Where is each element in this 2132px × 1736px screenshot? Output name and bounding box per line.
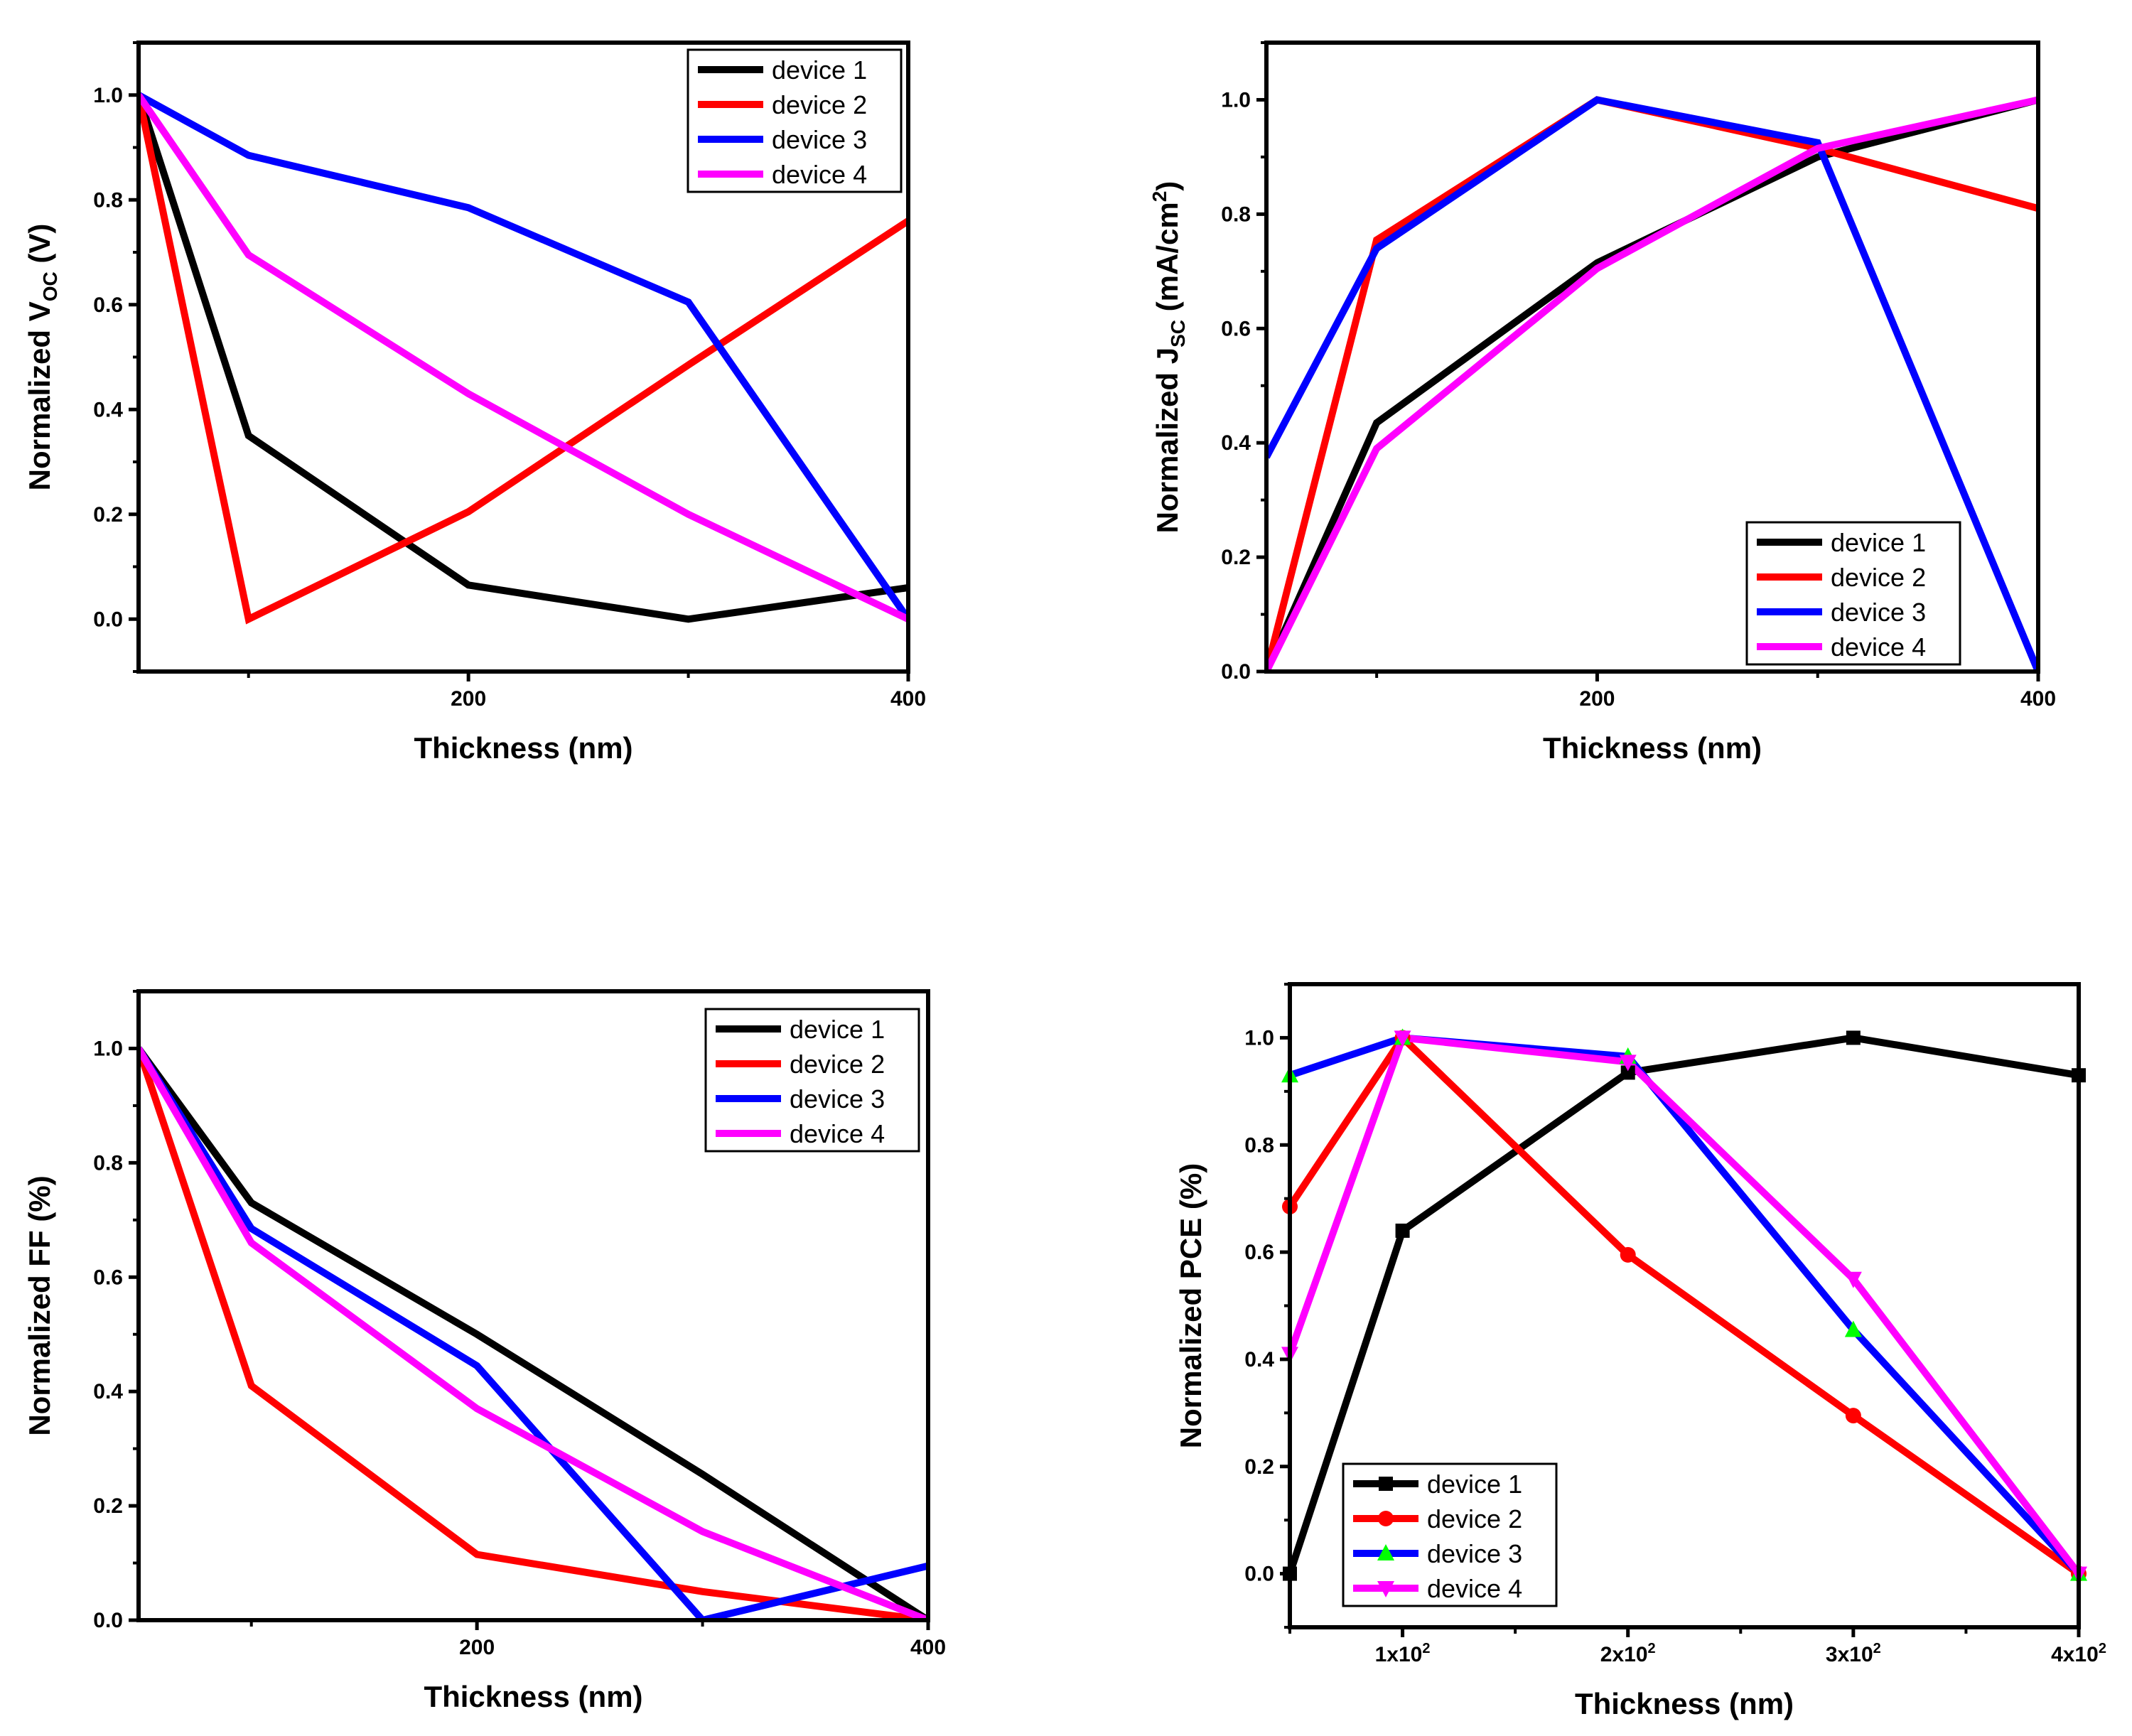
voc-y-tick-label: 0.0 <box>93 608 123 631</box>
pce-legend-label-device-1: device 1 <box>1427 1470 1522 1499</box>
voc-legend-label-device-4: device 4 <box>772 160 867 189</box>
pce-x-tick-label: 1x102 <box>1375 1641 1431 1666</box>
jsc-x-tick-label: 200 <box>1579 687 1615 711</box>
ff-legend-label-device-4: device 4 <box>790 1119 885 1148</box>
voc-legend-label-device-2: device 2 <box>772 90 867 119</box>
voc-y-tick-label: 0.2 <box>93 503 123 527</box>
jsc-y-tick-label: 0.4 <box>1221 431 1251 455</box>
jsc-legend-label-device-4: device 4 <box>1831 632 1926 662</box>
ff-y-tick-label: 0.8 <box>93 1151 123 1175</box>
pce-panel: 0.0 0.2 0.4 0.6 0.8 1.0 1x102 2x102 3x102 4x102 Th… <box>1174 982 2106 1720</box>
ff-y-axis-title: Normalized FF (%) <box>23 1175 56 1435</box>
jsc-y-tick-label: 0.8 <box>1221 203 1251 226</box>
pce-point-device-4-3 <box>1844 1271 1862 1288</box>
pce-x-tick-label: 4x102 <box>2051 1641 2106 1666</box>
pce-legend-marker-device-1 <box>1379 1477 1393 1491</box>
jsc-plot-frame <box>1264 41 2040 674</box>
pce-legend-label-device-4: device 4 <box>1427 1574 1522 1603</box>
voc-y-tick-label: 1.0 <box>93 84 123 107</box>
ff-legend: device 1 device 2 device 3 device 4 <box>704 1008 920 1153</box>
jsc-legend-label-device-1: device 1 <box>1831 528 1926 557</box>
pce-y-tick-label: 0.6 <box>1244 1241 1274 1264</box>
jsc-legend-label-device-3: device 3 <box>1831 598 1926 627</box>
ff-x-axis-title: Thickness (nm) <box>424 1680 642 1713</box>
jsc-legend-box <box>1745 521 1961 666</box>
voc-y-tick-label: 0.4 <box>93 398 123 421</box>
ff-x-tick-label: 200 <box>459 1636 495 1659</box>
voc-legend-box <box>687 48 903 193</box>
ff-y-tick-label: 0.2 <box>93 1494 123 1518</box>
pce-y-tick-label: 0.2 <box>1244 1455 1274 1479</box>
pce-y-tick-label: 0.8 <box>1244 1133 1274 1157</box>
jsc-y-tick-label: 1.0 <box>1221 88 1251 112</box>
pce-legend: device 1 device 2 device 3 device 4 <box>1342 1462 1558 1607</box>
voc-legend-label-device-1: device 1 <box>772 55 867 85</box>
ff-series-line-device-1 <box>139 1046 928 1620</box>
jsc-series-group <box>1266 96 2038 672</box>
pce-y-tick-label: 0.0 <box>1244 1563 1274 1586</box>
jsc-x-axis-title: Thickness (nm) <box>1543 731 1762 765</box>
jsc-y-tick-label: 0.0 <box>1221 660 1251 684</box>
pce-x-axis-title: Thickness (nm) <box>1575 1687 1794 1720</box>
ff-panel: 0.0 0.2 0.4 0.6 0.8 1.0 200 400 Thickness (nm) No… <box>23 989 946 1713</box>
voc-series-line-device-2 <box>139 94 908 625</box>
voc-series-group <box>139 92 908 625</box>
pce-point-device-3-3 <box>1844 1320 1862 1337</box>
jsc-y-tick-label: 0.2 <box>1221 546 1251 569</box>
voc-series-line-device-1 <box>139 94 908 623</box>
jsc-y-axis-title: Normalized JSC (mA/cm2) <box>1148 181 1189 534</box>
voc-legend: device 1 device 2 device 3 device 4 <box>687 48 903 193</box>
ff-x-tick-label: 400 <box>910 1636 946 1659</box>
ff-series-line-device-4 <box>139 1046 928 1620</box>
pce-legend-label-device-3: device 3 <box>1427 1539 1522 1568</box>
pce-y-tick-label: 0.4 <box>1244 1348 1274 1371</box>
jsc-series-line-device-3 <box>1266 96 2038 672</box>
voc-legend-label-device-3: device 3 <box>772 125 867 154</box>
pce-y-tick-label: 1.0 <box>1244 1026 1274 1050</box>
voc-y-axis-title: Normalized VOC (V) <box>23 224 61 491</box>
pce-legend-marker-device-4 <box>1377 1581 1394 1597</box>
jsc-legend-label-device-2: device 2 <box>1831 563 1926 592</box>
pce-point-device-4-1 <box>1394 1030 1411 1047</box>
pce-point-device-1-1 <box>1395 1223 1410 1238</box>
voc-x-tick-label: 200 <box>451 687 486 711</box>
pce-point-device-1-3 <box>1846 1030 1861 1045</box>
pce-x-tick-label: 2x102 <box>1600 1641 1656 1666</box>
ff-y-tick-label: 0.0 <box>93 1609 123 1632</box>
pce-legend-marker-device-3 <box>1377 1544 1394 1560</box>
pce-point-device-2-3 <box>1845 1408 1861 1424</box>
jsc-series-line-device-4 <box>1266 96 2038 672</box>
voc-panel: 0.0 0.2 0.4 0.6 0.8 1.0 200 400 Thickness (nm) No… <box>23 41 926 765</box>
jsc-panel: 0.0 0.2 0.4 0.6 0.8 1.0 200 400 Thickness (nm) No… <box>1148 41 2056 765</box>
ff-y-tick-label: 0.4 <box>93 1380 123 1403</box>
voc-x-tick-label: 400 <box>890 687 926 711</box>
jsc-legend: device 1 device 2 device 3 device 4 <box>1745 521 1961 666</box>
ff-series-line-device-3 <box>139 1046 928 1620</box>
ff-legend-label-device-2: device 2 <box>790 1050 885 1079</box>
jsc-series-line-device-1 <box>1266 96 2038 672</box>
ff-legend-box <box>704 1008 920 1153</box>
pce-legend-label-device-2: device 2 <box>1427 1504 1522 1533</box>
ff-legend-label-device-3: device 3 <box>790 1084 885 1114</box>
pce-y-axis-title: Normalized PCE (%) <box>1174 1163 1207 1448</box>
voc-x-axis-title: Thickness (nm) <box>414 731 632 765</box>
pce-point-device-4-2 <box>1619 1055 1637 1072</box>
ff-y-tick-label: 1.0 <box>93 1037 123 1060</box>
ff-y-tick-label: 0.6 <box>93 1266 123 1289</box>
ff-legend-label-device-1: device 1 <box>790 1015 885 1044</box>
ff-plot-frame <box>136 989 930 1622</box>
ff-series-group <box>139 1046 928 1620</box>
pce-point-device-2-2 <box>1620 1246 1636 1263</box>
voc-series-line-device-3 <box>139 92 908 622</box>
voc-y-tick-label: 0.8 <box>93 188 123 212</box>
jsc-y-tick-label: 0.6 <box>1221 317 1251 340</box>
jsc-x-tick-label: 400 <box>2020 687 2056 711</box>
voc-y-tick-label: 0.6 <box>93 293 123 317</box>
voc-series-line-device-4 <box>139 92 908 622</box>
pce-legend-marker-device-2 <box>1378 1511 1394 1526</box>
pce-x-tick-label: 3x102 <box>1826 1641 1881 1666</box>
pce-point-device-1-2 <box>1620 1065 1635 1080</box>
